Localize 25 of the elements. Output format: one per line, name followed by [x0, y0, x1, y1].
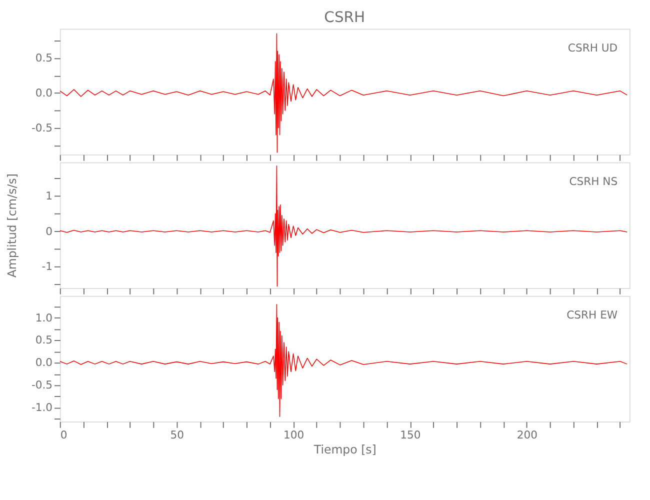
- x-tick-label: 200: [516, 428, 538, 442]
- x-tick-label: 0: [60, 428, 68, 442]
- y-tick-label: -0.5: [31, 121, 53, 134]
- y-axis-title: Amplitud [cm/s/s]: [5, 174, 20, 278]
- x-tick-label: 100: [283, 428, 304, 442]
- x-tick-label: 50: [170, 428, 184, 442]
- x-axis-title: Tiempo [s]: [312, 442, 376, 456]
- y-tick-label: 0.5: [35, 334, 53, 347]
- y-tick-label: 1: [46, 189, 53, 202]
- y-tick-label: -1.0: [31, 401, 53, 414]
- y-tick-label: 0.0: [35, 86, 53, 100]
- y-tick-label: -0.5: [31, 378, 53, 392]
- y-tick-label: 1.0: [35, 311, 53, 324]
- annotation: CSRH UD: [568, 41, 618, 54]
- x-tick-label: 150: [400, 428, 421, 442]
- chart-title: CSRH: [324, 8, 366, 26]
- y-tick-label: 0: [46, 224, 53, 238]
- y-tick-label: -1: [42, 260, 53, 274]
- line-series: [60, 304, 628, 417]
- y-tick-label: 0.5: [35, 52, 53, 65]
- y-tick-label: 0.0: [35, 356, 53, 370]
- annotation: CSRH EW: [566, 308, 618, 322]
- line-series: [60, 33, 628, 153]
- line-series: [60, 165, 628, 287]
- annotation: CSRH NS: [569, 174, 618, 188]
